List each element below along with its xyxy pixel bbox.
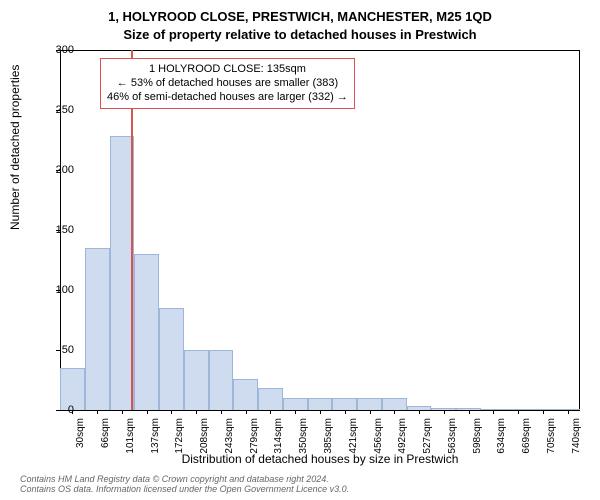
histogram-bar [382,398,407,410]
x-tick-mark [246,410,247,414]
x-tick-mark [370,410,371,414]
histogram-bar [85,248,110,410]
callout-box: 1 HOLYROOD CLOSE: 135sqm ← 53% of detach… [100,58,355,109]
x-tick-mark [221,410,222,414]
callout-line-3: 46% of semi-detached houses are larger (… [107,91,348,105]
histogram-bar [134,254,159,410]
plot-area: 1 HOLYROOD CLOSE: 135sqm ← 53% of detach… [60,50,580,410]
chart-container: 1, HOLYROOD CLOSE, PRESTWICH, MANCHESTER… [0,0,600,500]
x-tick-mark [122,410,123,414]
x-tick-label: 598sqm [472,418,483,454]
x-tick-label: 350sqm [298,418,309,454]
x-tick-label: 101sqm [125,418,136,454]
x-tick-mark [394,410,395,414]
y-tick-label: 150 [34,224,74,236]
histogram-bar [357,398,382,410]
x-tick-label: 456sqm [373,418,384,454]
y-tick-label: 100 [34,284,74,296]
x-tick-mark [568,410,569,414]
y-tick-label: 50 [34,344,74,356]
x-tick-label: 421sqm [348,418,359,454]
x-tick-label: 527sqm [422,418,433,454]
y-axis-label: Number of detached properties [8,65,22,230]
histogram-bar [308,398,333,410]
x-tick-label: 669sqm [521,418,532,454]
x-tick-label: 563sqm [447,418,458,454]
x-tick-mark [97,410,98,414]
y-tick-label: 250 [34,104,74,116]
x-tick-mark [518,410,519,414]
x-tick-label: 208sqm [199,418,210,454]
x-tick-label: 314sqm [273,418,284,454]
x-axis-label: Distribution of detached houses by size … [60,452,580,466]
x-tick-label: 385sqm [323,418,334,454]
histogram-bar [159,308,184,410]
histogram-bar [233,379,258,410]
x-tick-mark [295,410,296,414]
x-tick-mark [320,410,321,414]
x-tick-label: 30sqm [75,418,86,448]
x-tick-mark [270,410,271,414]
histogram-bar [258,388,283,410]
callout-line-2: ← 53% of detached houses are smaller (38… [107,77,348,91]
title-line-1: 1, HOLYROOD CLOSE, PRESTWICH, MANCHESTER… [0,8,600,26]
titles: 1, HOLYROOD CLOSE, PRESTWICH, MANCHESTER… [0,0,600,43]
x-tick-mark [171,410,172,414]
x-tick-label: 243sqm [224,418,235,454]
histogram-bar [283,398,308,410]
x-tick-label: 66sqm [100,418,111,448]
x-tick-mark [444,410,445,414]
y-tick-label: 0 [34,404,74,416]
x-tick-label: 172sqm [174,418,185,454]
x-tick-mark [469,410,470,414]
x-tick-mark [543,410,544,414]
footer: Contains HM Land Registry data © Crown c… [20,474,349,494]
x-tick-label: 279sqm [249,418,260,454]
x-tick-mark [345,410,346,414]
histogram-bar [209,350,234,410]
y-tick-label: 300 [34,44,74,56]
x-tick-mark [419,410,420,414]
x-tick-mark [147,410,148,414]
histogram-bar [332,398,357,410]
footer-line-2: Contains OS data. Information licensed u… [20,484,349,494]
y-tick-label: 200 [34,164,74,176]
title-line-2: Size of property relative to detached ho… [0,26,600,44]
x-tick-label: 634sqm [496,418,507,454]
x-tick-label: 740sqm [571,418,582,454]
x-tick-label: 705sqm [546,418,557,454]
x-tick-label: 492sqm [397,418,408,454]
footer-line-1: Contains HM Land Registry data © Crown c… [20,474,349,484]
x-tick-mark [196,410,197,414]
x-tick-label: 137sqm [150,418,161,454]
x-tick-mark [493,410,494,414]
callout-line-1: 1 HOLYROOD CLOSE: 135sqm [107,63,348,77]
histogram-bar [184,350,209,410]
